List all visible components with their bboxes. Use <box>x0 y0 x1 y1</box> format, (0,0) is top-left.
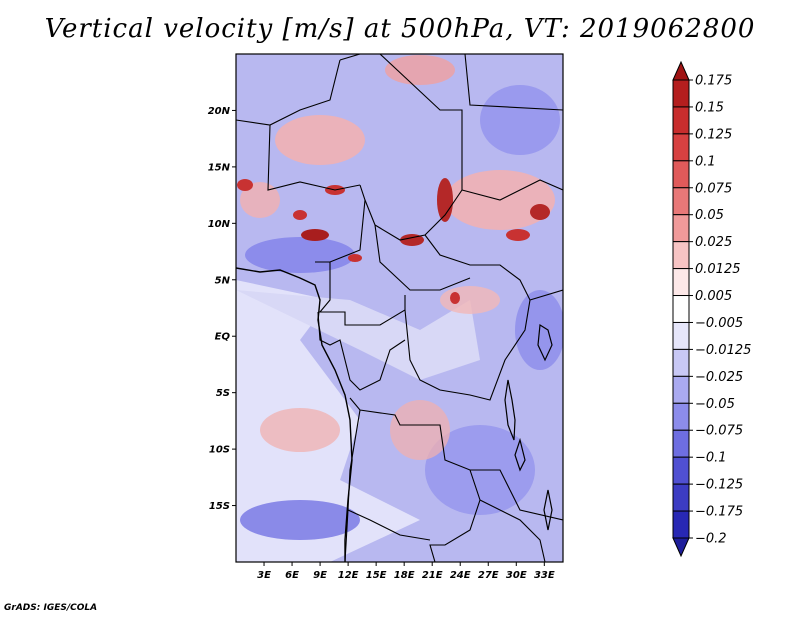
colorbar-box <box>672 402 690 431</box>
colorbar-label: −0.05 <box>695 397 735 412</box>
grads-credit: GrADS: IGES/COLA <box>4 603 98 613</box>
subsidence-patch <box>240 500 360 540</box>
strong-ascent-core <box>530 204 550 220</box>
ascent-patch <box>385 55 455 85</box>
lat-tick-label: 20N <box>208 106 231 117</box>
strong-ascent-core <box>437 178 453 222</box>
colorbar-label: 0.0125 <box>695 262 741 277</box>
lakes <box>504 323 553 531</box>
colorbar-label: 0.075 <box>695 181 732 196</box>
latitude-axis: 20N 15N 10N 5N EQ 5S 10S 15S <box>208 106 236 512</box>
colorbar-box <box>672 241 690 270</box>
lon-tick-label: 21E <box>422 570 443 581</box>
strong-ascent-core <box>237 179 253 191</box>
lat-tick-label: 10S <box>209 445 230 456</box>
colorbar-box <box>672 160 690 189</box>
lon-tick-label: 30E <box>506 570 527 581</box>
velocity-field <box>236 54 563 562</box>
lon-tick-label: 24E <box>450 570 471 581</box>
colorbar-top-arrow <box>672 60 690 81</box>
colorbar-box <box>672 133 690 162</box>
ascent-patch <box>275 115 365 165</box>
colorbar-label: −0.0125 <box>695 343 751 358</box>
lat-tick-label: 5S <box>216 388 230 399</box>
lat-tick-label: 10N <box>208 219 231 230</box>
colorbar-box <box>672 187 690 216</box>
colorbar-label: 0.005 <box>695 289 732 304</box>
lat-tick-label: 5N <box>215 275 231 286</box>
colorbar-label: −0.025 <box>695 370 743 385</box>
lat-tick-label: 15S <box>209 501 230 512</box>
colorbar-label: 0.025 <box>695 235 732 250</box>
colorbar-label: −0.1 <box>695 451 727 466</box>
country-borders <box>236 54 563 562</box>
colorbar: 0.175 0.15 0.125 0.1 0.075 0.05 0.025 0.0125 0.0… <box>672 60 751 558</box>
colorbar-box <box>672 456 690 485</box>
colorbar-label: 0.05 <box>695 208 724 223</box>
subsidence-patch <box>480 85 560 155</box>
lat-tick-label: EQ <box>215 332 231 343</box>
colorbar-label: −0.125 <box>695 478 743 493</box>
colorbar-box <box>672 268 690 297</box>
coastline <box>236 267 353 562</box>
colorbar-label: 0.125 <box>695 127 732 142</box>
lon-tick-label: 33E <box>534 570 555 581</box>
colorbar-box <box>672 510 690 539</box>
strong-ascent-core <box>301 229 329 241</box>
colorbar-box <box>672 429 690 458</box>
map-frame <box>235 53 564 563</box>
lon-tick-label: 12E <box>338 570 359 581</box>
strong-ascent-core <box>450 292 460 304</box>
strong-ascent-core <box>293 210 307 220</box>
ascent-patch <box>440 286 500 314</box>
strong-ascent-core <box>506 229 530 241</box>
map-title: Vertical velocity [m/s] at 500hPa, VT: 2… <box>44 14 756 44</box>
colorbar-label: −0.175 <box>695 505 743 520</box>
colorbar-label: −0.005 <box>695 316 743 331</box>
lon-tick-label: 9E <box>313 570 327 581</box>
colorbar-box <box>672 214 690 243</box>
colorbar-box <box>672 348 690 377</box>
colorbar-label: 0.1 <box>695 154 716 169</box>
colorbar-box <box>672 483 690 512</box>
colorbar-box <box>672 106 690 135</box>
colorbar-box <box>672 295 690 323</box>
strong-ascent-core <box>400 234 424 246</box>
colorbar-label: −0.2 <box>695 532 727 547</box>
lon-tick-label: 18E <box>394 570 415 581</box>
strong-ascent-core <box>348 254 362 262</box>
colorbar-box <box>672 79 690 108</box>
colorbar-label: −0.075 <box>695 424 743 439</box>
ascent-patch <box>260 408 340 452</box>
ascent-patch <box>240 182 280 218</box>
lat-tick-label: 15N <box>208 162 231 173</box>
pale-region <box>236 290 480 380</box>
colorbar-label: 0.175 <box>695 74 732 89</box>
colorbar-label: 0.15 <box>695 100 724 115</box>
colorbar-box <box>672 375 690 404</box>
lon-tick-label: 15E <box>366 570 387 581</box>
colorbar-box <box>672 321 690 350</box>
subsidence-patch <box>245 237 355 273</box>
ascent-patch <box>390 400 450 460</box>
colorbar-bottom-arrow <box>672 537 690 558</box>
lon-tick-label: 6E <box>285 570 299 581</box>
lon-tick-label: 27E <box>478 570 499 581</box>
lon-tick-label: 3E <box>257 570 271 581</box>
longitude-axis: 3E 6E 9E 12E 15E 18E 21E 24E 27E 30E 33E <box>257 562 555 581</box>
